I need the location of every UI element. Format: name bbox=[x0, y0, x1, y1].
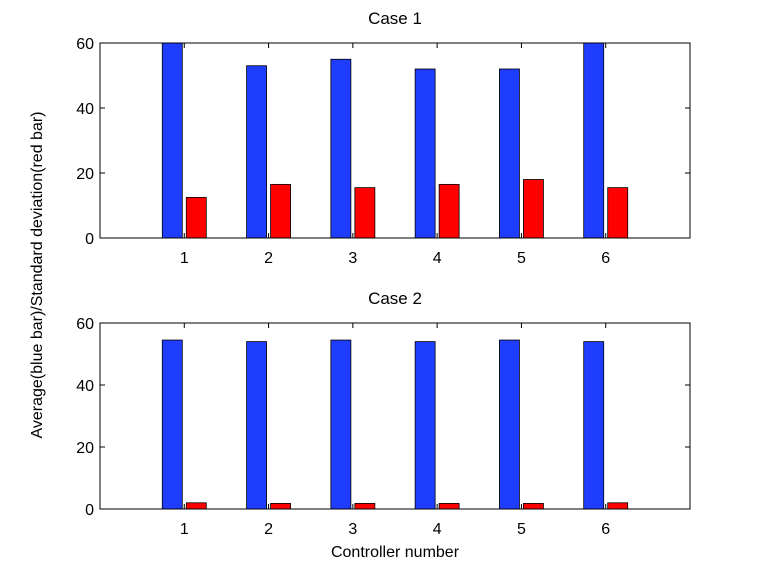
x-axis-label: Controller number bbox=[331, 544, 460, 561]
y-ticks: 0 20 40 60 bbox=[76, 36, 690, 248]
x-tick-label: 2 bbox=[264, 250, 273, 267]
blue-bar-4 bbox=[414, 341, 436, 510]
y-tick-label: 40 bbox=[76, 378, 94, 395]
x-tick-label: 4 bbox=[433, 250, 442, 267]
blue-bar-1 bbox=[161, 42, 183, 239]
x-tick-label: 5 bbox=[517, 521, 526, 538]
y-tick-label: 40 bbox=[76, 101, 94, 118]
y-ticks: 0 20 40 60 bbox=[76, 316, 690, 519]
x-tick-label: 3 bbox=[348, 250, 357, 267]
red-bar-6 bbox=[607, 502, 629, 510]
y-tick-label: 0 bbox=[85, 502, 94, 519]
y-axis-label: Average(blue bar)/Standard deviation(red… bbox=[29, 111, 46, 438]
blue-bar-4 bbox=[414, 68, 436, 239]
x-tick-label: 6 bbox=[601, 521, 610, 538]
x-tick-label: 1 bbox=[180, 521, 189, 538]
y-tick-label: 20 bbox=[76, 166, 94, 183]
subplot-title: Case 1 bbox=[368, 9, 422, 28]
blue-bar-5 bbox=[499, 339, 520, 510]
red-bar-4 bbox=[438, 183, 460, 239]
blue-bar-1 bbox=[161, 339, 183, 510]
red-bar-4 bbox=[438, 503, 460, 510]
blue-bar-2 bbox=[246, 65, 267, 239]
y-tick-label: 20 bbox=[76, 440, 94, 457]
x-tick-label: 3 bbox=[348, 521, 357, 538]
bar-group bbox=[161, 339, 629, 510]
x-tick-label: 4 bbox=[433, 521, 442, 538]
blue-bar-5 bbox=[499, 68, 520, 239]
y-tick-label: 60 bbox=[76, 36, 94, 53]
blue-bar-2 bbox=[246, 341, 267, 510]
axes-frame bbox=[99, 42, 691, 239]
red-bar-6 bbox=[607, 187, 629, 239]
x-tick-label: 1 bbox=[180, 250, 189, 267]
bar-group bbox=[161, 42, 629, 239]
red-bar-2 bbox=[270, 503, 291, 510]
subplot-case-1: Case 1 0 20 40 60 1 2 3 4 5 6 bbox=[76, 9, 691, 267]
x-ticks: 1 2 3 4 5 6 bbox=[180, 323, 610, 538]
red-bar-1 bbox=[185, 196, 207, 239]
red-bar-3 bbox=[354, 187, 376, 239]
x-tick-label: 6 bbox=[601, 250, 610, 267]
red-bar-5 bbox=[523, 503, 544, 510]
blue-bar-3 bbox=[330, 339, 352, 510]
x-tick-label: 2 bbox=[264, 521, 273, 538]
red-bar-1 bbox=[185, 502, 207, 510]
blue-bar-3 bbox=[330, 58, 352, 239]
red-bar-2 bbox=[270, 183, 291, 239]
subplot-case-2: Case 2 0 20 40 60 1 2 3 4 5 6 bbox=[76, 289, 691, 538]
x-tick-label: 5 bbox=[517, 250, 526, 267]
red-bar-3 bbox=[354, 503, 376, 510]
y-tick-label: 0 bbox=[85, 231, 94, 248]
axes-frame bbox=[99, 322, 691, 510]
y-tick-label: 60 bbox=[76, 316, 94, 333]
x-ticks: 1 2 3 4 5 6 bbox=[180, 43, 610, 267]
blue-bar-6 bbox=[583, 42, 605, 239]
blue-bar-6 bbox=[583, 341, 605, 510]
red-bar-5 bbox=[523, 179, 544, 239]
subplot-title: Case 2 bbox=[368, 289, 422, 308]
